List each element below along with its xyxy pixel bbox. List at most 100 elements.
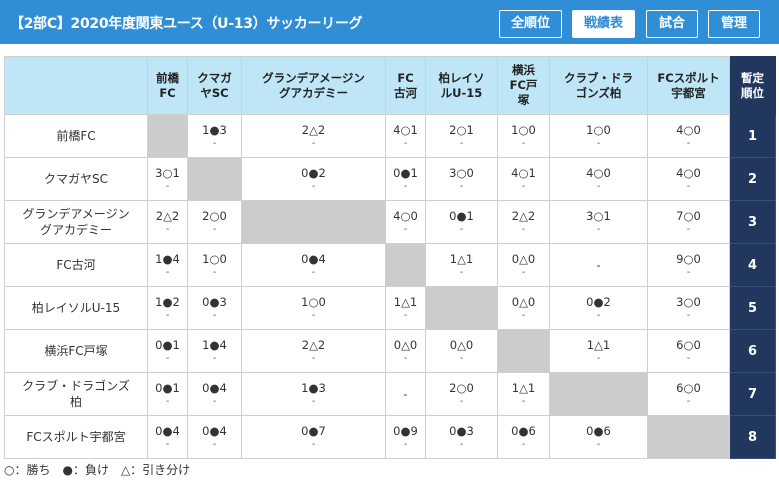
match-sub-score: - — [596, 439, 601, 450]
match-result-cell[interactable]: 1△1- — [425, 243, 498, 287]
match-result-cell[interactable]: 2△2- — [147, 200, 188, 244]
page-header: 【2部C】2020年度関東ユース（U-13）サッカーリーグ 全順位 戦績表 試合… — [0, 0, 779, 44]
match-result-cell[interactable]: 1●3- — [241, 372, 386, 416]
team-name: クラブ・ドラゴンズ 柏 — [4, 372, 148, 416]
match-result-cell[interactable]: 0△0- — [497, 243, 550, 287]
match-result-cell[interactable]: 0●1- — [425, 200, 498, 244]
match-result-cell[interactable]: 1△1- — [549, 329, 648, 373]
match-score: 1△1 — [586, 338, 611, 352]
match-result-cell[interactable]: 1△1- — [497, 372, 550, 416]
match-score: 0△0 — [449, 338, 474, 352]
self-match-cell — [647, 415, 730, 459]
match-result-cell[interactable]: 2△2- — [241, 329, 386, 373]
team-name: 前橋FC — [4, 114, 148, 158]
match-result-cell[interactable]: 0●3- — [425, 415, 498, 459]
match-result-cell[interactable]: 4○0- — [647, 114, 730, 158]
self-match-cell — [549, 372, 648, 416]
match-sub-score: - — [521, 439, 526, 450]
match-score: 3○1 — [586, 209, 611, 223]
team-name: 柏レイソルU-15 — [4, 286, 148, 330]
match-result-cell[interactable]: 1●4- — [187, 329, 242, 373]
match-sub-score: - — [459, 181, 464, 192]
tab-results-table[interactable]: 戦績表 — [572, 10, 635, 38]
match-result-cell[interactable]: 1●2- — [147, 286, 188, 330]
tab-overall-ranking[interactable]: 全順位 — [499, 10, 562, 38]
match-result-cell[interactable]: 4○1- — [497, 157, 550, 201]
match-result-cell[interactable]: 4○1- — [385, 114, 426, 158]
match-result-cell[interactable]: 0●2- — [549, 286, 648, 330]
tab-admin[interactable]: 管理 — [708, 10, 760, 38]
match-result-cell[interactable]: 0●6- — [549, 415, 648, 459]
match-result-cell[interactable]: 4○0- — [549, 157, 648, 201]
match-sub-score: - — [459, 138, 464, 149]
tab-matches[interactable]: 試合 — [646, 10, 698, 38]
self-match-cell — [187, 157, 242, 201]
match-result-cell[interactable]: 1○0- — [187, 243, 242, 287]
match-sub-score: - — [212, 439, 217, 450]
table-row: 柏レイソルU-15 1●2-0●3-1○0-1△1-0△0-0●2-3○0-5 — [4, 286, 776, 330]
match-result-cell[interactable]: 3○0- — [425, 157, 498, 201]
match-result-cell[interactable]: 1△1- — [385, 286, 426, 330]
match-score: 0●4 — [202, 424, 227, 438]
match-result-cell[interactable]: 0●6- — [497, 415, 550, 459]
match-result-cell[interactable]: 0●4- — [241, 243, 386, 287]
match-score: 4○0 — [586, 166, 611, 180]
match-result-cell[interactable]: - — [549, 243, 648, 287]
match-result-cell[interactable]: 1●3- — [187, 114, 242, 158]
match-sub-score: - — [596, 224, 601, 235]
match-result-cell[interactable]: 0●1- — [147, 372, 188, 416]
match-result-cell[interactable]: 0●1- — [385, 157, 426, 201]
match-result-cell[interactable]: 2○1- — [425, 114, 498, 158]
match-score: 1△1 — [511, 381, 536, 395]
match-result-cell[interactable]: 4○0- — [647, 157, 730, 201]
self-match-cell — [497, 329, 550, 373]
match-result-cell[interactable]: 3○0- — [647, 286, 730, 330]
self-match-cell — [385, 243, 426, 287]
match-result-cell[interactable]: 0△0- — [497, 286, 550, 330]
match-result-cell[interactable]: 0●7- — [241, 415, 386, 459]
match-sub-score: - — [311, 181, 316, 192]
match-result-cell[interactable]: 0●2- — [241, 157, 386, 201]
match-sub-score: - — [212, 396, 217, 407]
match-result-cell[interactable]: 0△0- — [385, 329, 426, 373]
match-sub-score: - — [165, 267, 170, 278]
match-result-cell[interactable]: 1○0- — [549, 114, 648, 158]
match-sub-score: - — [686, 181, 691, 192]
match-score: 6○0 — [676, 338, 701, 352]
match-result-cell[interactable]: 1●4- — [147, 243, 188, 287]
match-result-cell[interactable]: 4○0- — [385, 200, 426, 244]
self-match-cell — [241, 200, 386, 244]
column-header: クラブ・ドラ ゴンズ柏 — [549, 56, 648, 115]
match-result-cell[interactable]: 7○0- — [647, 200, 730, 244]
match-result-cell[interactable]: 6○0- — [647, 329, 730, 373]
match-result-cell[interactable]: 2△2- — [497, 200, 550, 244]
match-result-cell[interactable]: 3○1- — [549, 200, 648, 244]
match-result-cell[interactable]: 9○0- — [647, 243, 730, 287]
match-score: 4○0 — [676, 166, 701, 180]
match-result-cell[interactable]: 2○0- — [425, 372, 498, 416]
match-result-cell[interactable]: 0●3- — [187, 286, 242, 330]
match-sub-score: - — [596, 138, 601, 149]
match-score: 7○0 — [676, 209, 701, 223]
match-result-cell[interactable]: 0●9- — [385, 415, 426, 459]
rank-column-header: 暫定 順位 — [729, 56, 776, 115]
match-result-cell[interactable]: 1○0- — [497, 114, 550, 158]
match-result-cell[interactable]: - — [385, 372, 426, 416]
match-result-cell[interactable]: 0●4- — [187, 372, 242, 416]
match-result-cell[interactable]: 2△2- — [241, 114, 386, 158]
match-result-cell[interactable]: 0●4- — [147, 415, 188, 459]
match-result-cell[interactable]: 1○0- — [241, 286, 386, 330]
match-sub-score: - — [403, 181, 408, 192]
match-sub-score: - — [165, 224, 170, 235]
match-score: 0●1 — [155, 338, 180, 352]
match-score: 0△0 — [511, 295, 536, 309]
match-result-cell[interactable]: 2○0- — [187, 200, 242, 244]
match-result-cell[interactable]: 0●4- — [187, 415, 242, 459]
match-sub-score: - — [459, 267, 464, 278]
match-result-cell[interactable]: 3○1- — [147, 157, 188, 201]
match-result-cell[interactable]: 6○0- — [647, 372, 730, 416]
rank-cell: 1 — [729, 114, 776, 158]
team-name: FC古河 — [4, 243, 148, 287]
match-result-cell[interactable]: 0●1- — [147, 329, 188, 373]
match-result-cell[interactable]: 0△0- — [425, 329, 498, 373]
